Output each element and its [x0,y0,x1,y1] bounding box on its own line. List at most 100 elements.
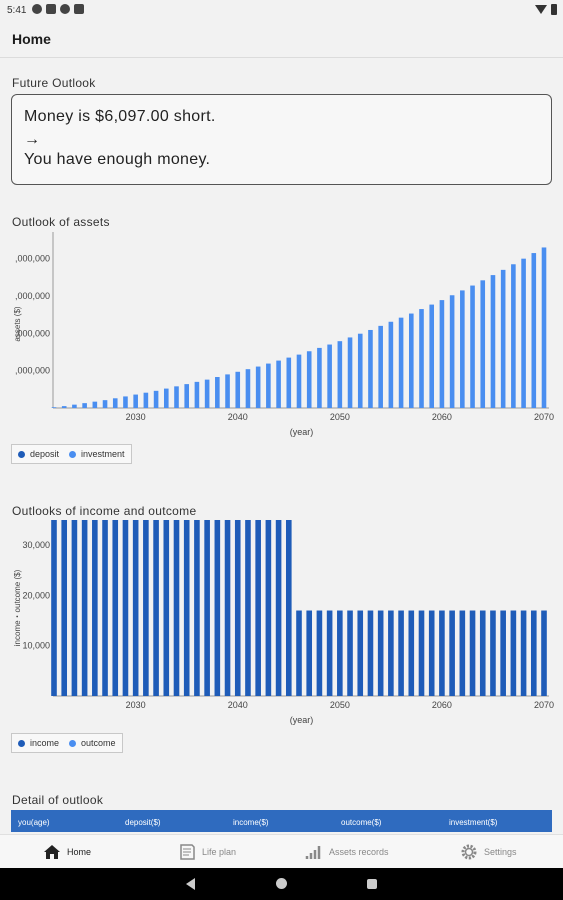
outlook-enough-text: You have enough money. [24,151,211,168]
column-header: income($) [233,818,269,827]
bar-investment-2047 [306,351,312,408]
bar-income-2040 [234,520,241,696]
column-header: outcome($) [341,818,382,827]
bar-investment-2025 [82,403,87,408]
bar-investment-2064 [480,280,486,408]
nav-item-home[interactable]: Home [43,835,91,869]
y-tick-label: ,000,000 [15,366,50,376]
bar-investment-2032 [153,390,159,408]
bar-investment-2041 [245,369,251,408]
bar-income-2048 [316,610,323,696]
bar-investment-2057 [408,313,414,408]
x-tick-label: 2060 [432,412,452,422]
bar-investment-2048 [317,347,322,408]
bar-income-2059 [428,610,435,696]
bar-investment-2050 [337,341,343,408]
legend-dot [69,739,77,747]
bar-income-2069 [530,610,537,696]
bar-income-2036 [194,520,200,696]
bar-investment-2045 [286,357,292,408]
bar-income-2045 [285,520,292,696]
bar-income-2025 [81,520,88,696]
bar-income-2039 [224,520,231,696]
assets-legend: deposit investment [11,444,132,464]
x-tick-label: 2060 [432,700,452,710]
column-header: deposit($) [125,818,161,827]
bar-investment-2067 [511,264,516,408]
legend-label: outcome [81,738,116,748]
bar-investment-2023 [61,406,67,408]
nav-item-assets-records[interactable]: Assets records [305,835,389,869]
bar-investment-2063 [470,285,475,408]
bar-income-2066 [500,610,506,696]
y-tick-label: ,000,000 [15,328,50,338]
income-chart-title: Outlooks of income and outcome [12,504,197,518]
bar-investment-2034 [174,386,179,408]
legend-item-investment[interactable]: investment [69,449,125,459]
nav-item-life-plan[interactable]: Life plan [178,835,236,869]
bottom-navigation: Home Life plan Assets records Settings [0,834,563,868]
bar-investment-2053 [368,329,373,408]
bar-income-2028 [112,520,119,696]
bar-investment-2030 [133,394,138,408]
recent-apps-icon[interactable] [367,879,377,889]
bar-investment-2068 [521,258,526,408]
y-tick-label: ,000,000 [15,291,50,301]
bar-income-2053 [367,610,374,696]
bar-investment-2069 [531,253,537,408]
bar-investment-2031 [143,392,149,408]
x-tick-label: 2070 [534,700,554,710]
bar-income-2027 [102,520,108,696]
y-axis-label: income・outcome ($) [13,569,22,646]
assets-chart-title: Outlook of assets [12,215,110,229]
bar-investment-2046 [296,354,302,408]
bar-income-2055 [388,610,394,696]
bar-investment-2049 [327,344,332,408]
bar-income-2062 [459,610,466,696]
bar-income-2035 [183,520,190,696]
bar-investment-2033 [163,388,169,408]
nav-item-settings[interactable]: Settings [460,835,517,869]
bar-investment-2052 [357,333,363,408]
outlook-arrow: → [24,131,41,148]
home-circle-icon[interactable] [276,878,287,889]
legend-item-outcome[interactable]: outcome [69,738,116,748]
bar-income-2049 [326,610,333,696]
bar-income-2026 [92,520,98,696]
bar-income-2029 [122,520,129,696]
notification-icon [32,4,42,14]
bar-income-2023 [61,520,68,696]
bar-income-2030 [132,520,139,696]
column-header: you(age) [18,818,50,827]
back-icon[interactable] [186,878,195,890]
x-tick-label: 2030 [126,700,146,710]
bar-investment-2044 [276,360,281,408]
bar-income-2058 [418,610,425,696]
bar-investment-2043 [266,363,271,408]
bar-income-2046 [296,610,302,696]
bar-investment-2024 [72,404,77,408]
bar-income-2056 [398,610,404,696]
app-bar: Home [0,22,563,58]
outlook-short-text: Money is $6,097.00 short. [24,108,216,125]
bar-income-2032 [153,520,159,696]
assets-chart: 2030 2040 2050 2060 2070 ,000,000 ,000,000 ,000… [13,232,554,437]
bar-investment-2037 [204,379,210,408]
future-outlook-card: Money is $6,097.00 short. → You have eno… [11,94,552,185]
detail-table-header: you(age) deposit($) income($) outcome($)… [11,810,552,832]
legend-item-deposit[interactable]: deposit [18,449,59,459]
bar-investment-2062 [460,290,465,408]
nav-label: Home [67,847,92,857]
bar-investment-2026 [92,401,98,408]
bar-income-2060 [439,610,445,696]
x-tick-label: 2050 [330,412,350,422]
bar-investment-2040 [235,371,241,408]
legend-item-income[interactable]: income [18,738,59,748]
battery-icon [551,4,557,15]
bar-income-2037 [204,520,210,696]
bar-investment-2022 [51,407,57,408]
home-icon [44,845,60,859]
bar-chart-icon [305,846,321,859]
bar-investment-2061 [449,295,455,408]
bar-income-2063 [469,610,476,696]
